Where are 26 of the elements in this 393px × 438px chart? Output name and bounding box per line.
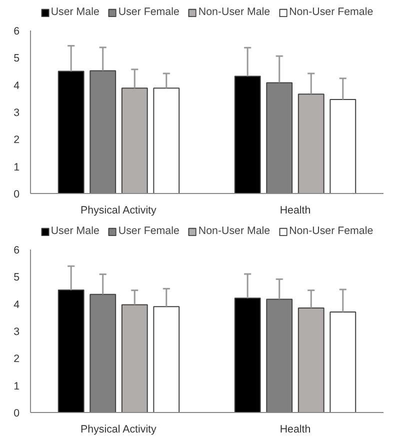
x-tick-label: Physical Activity: [80, 204, 158, 216]
legend-label: User Male: [50, 225, 100, 237]
y-tick-label: 6: [14, 244, 20, 257]
y-tick-label: 0: [14, 408, 20, 420]
y-tick-label: 5: [14, 272, 20, 284]
legend-label: User Female: [118, 6, 180, 18]
y-tick-label: 2: [14, 134, 20, 146]
y-tick-label: 1: [14, 380, 20, 392]
x-tick-label: Physical Activity: [80, 424, 158, 436]
legend-label: Non-User Female: [289, 6, 374, 18]
x-tick-label: Health: [280, 424, 311, 436]
x-tick-label: Health: [280, 204, 311, 216]
legend-label: Non-User Male: [198, 225, 270, 237]
y-tick-label: 5: [14, 52, 20, 65]
legend-label: User Female: [118, 225, 180, 237]
y-tick-label: 6: [14, 26, 20, 38]
y-tick-label: 3: [14, 107, 20, 120]
y-tick-label: 4: [14, 80, 20, 92]
y-tick-label: 2: [14, 353, 20, 366]
y-tick-label: 3: [14, 326, 20, 338]
legend-label: Non-User Female: [289, 225, 374, 237]
legend-label: User Male: [50, 6, 100, 18]
y-tick-label: 4: [14, 298, 20, 311]
y-tick-label: 1: [14, 161, 20, 174]
y-tick-label: 0: [14, 188, 20, 200]
legend-label: Non-User Male: [198, 6, 270, 18]
